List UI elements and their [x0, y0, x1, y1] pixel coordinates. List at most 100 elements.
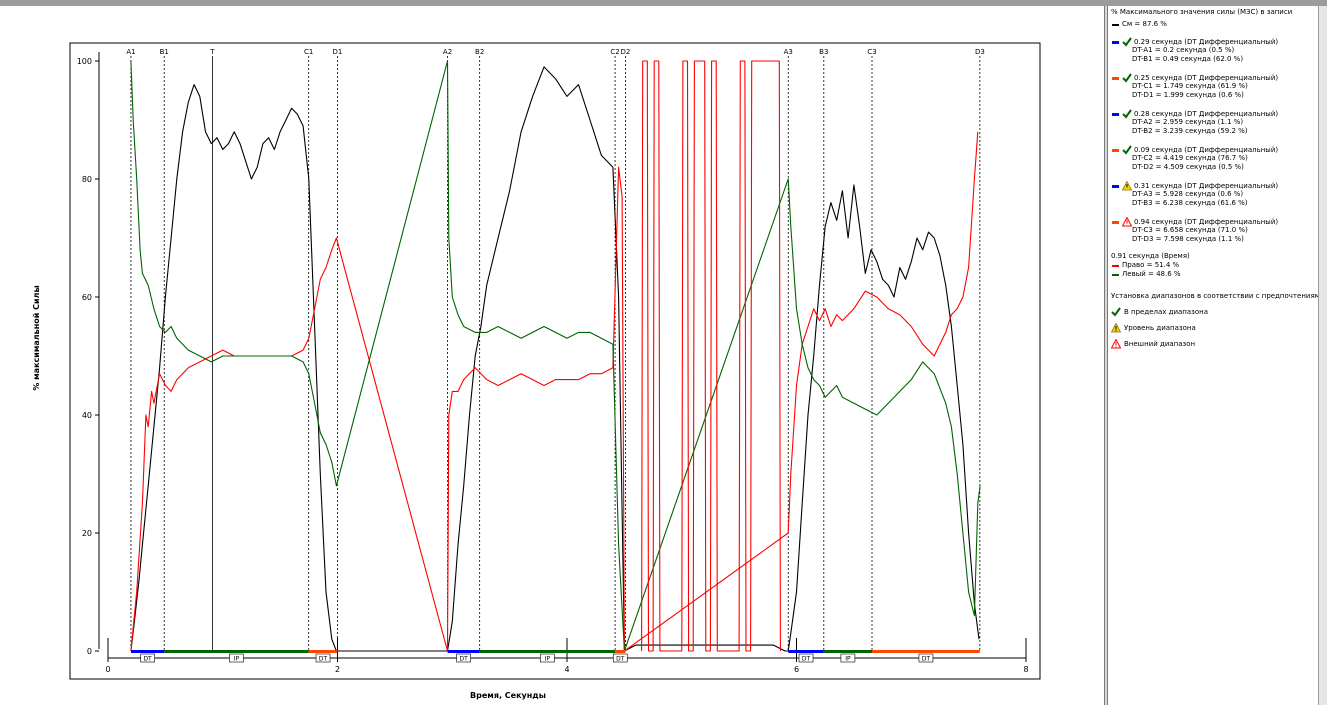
- series-line: [641, 60, 781, 652]
- legend-group-head: 0.09 секунда (DT Дифференциальный): [1134, 146, 1279, 154]
- phase-label: IP: [545, 656, 551, 663]
- legend-group-line: DT-B3 = 6.238 секунда (61.6 %): [1132, 199, 1248, 207]
- legend-title: % Максимального значения силы (МЗС) в за…: [1111, 8, 1293, 16]
- series-line: [130, 66, 980, 652]
- event-label: D2: [620, 48, 630, 56]
- legend-group-head: 0.28 секунда (DT Дифференциальный): [1134, 110, 1279, 118]
- legend-group-swatch: [1112, 41, 1119, 44]
- phase-label-box: [612, 653, 628, 663]
- event-label: C3: [867, 48, 876, 56]
- phase-label-box: [456, 653, 471, 663]
- phase-label-box: [918, 653, 934, 663]
- phase-bar: [823, 650, 873, 653]
- chart-panel: 0 20 40 60 80 100 0 2 4 6 8 A1 B1 T C1 D1 A2 B2 C2 D2 A3 B3…: [0, 6, 1104, 705]
- event-markers: A1 B1 T C1 D1 A2 B2 C2 D2 A3 B3 C3 D3: [126, 48, 985, 651]
- phase-label: DT: [616, 656, 625, 663]
- phase-label: IP: [845, 656, 851, 663]
- warning-icon: [1111, 323, 1121, 333]
- legend-group-line: DT-C1 = 1.749 секунда (61.9 %): [1132, 82, 1248, 90]
- legend-group-line: DT-C3 = 6.658 секунда (71.0 %): [1132, 226, 1248, 234]
- phase-label-box: [840, 653, 856, 663]
- event-label: T: [209, 48, 215, 56]
- legend-group-line: DT-D1 = 1.999 секунда (0.6 %): [1132, 91, 1244, 99]
- series-group: [130, 60, 981, 652]
- phase-label: DT: [922, 656, 931, 663]
- event-label: A1: [126, 48, 135, 56]
- phase-label: DT: [802, 656, 811, 663]
- check-icon: [1122, 37, 1132, 47]
- phase-label-box: [798, 653, 814, 663]
- legend-right-swatch: [1112, 265, 1119, 267]
- phase-label-box: [140, 653, 155, 663]
- warning-icon: [1122, 181, 1132, 191]
- legend-panel: % Максимального значения силы (МЗС) в за…: [1108, 6, 1318, 705]
- phase-label-box: [540, 653, 555, 663]
- legend-group-swatch: [1112, 149, 1119, 152]
- y-axis-label: % максимальной Силы: [32, 285, 41, 390]
- phase-bar: [615, 650, 626, 653]
- event-label: D1: [332, 48, 342, 56]
- legend-force-line: См = 87.6 %: [1122, 20, 1167, 28]
- legend-group-head: 0.25 секунда (DT Дифференциальный): [1134, 74, 1279, 82]
- x-tick-label: 4: [564, 665, 569, 674]
- legend-time-head: 0.91 секунда (Время): [1111, 252, 1190, 260]
- y-tick-label: 20: [82, 529, 92, 538]
- legend-group-swatch: [1112, 185, 1119, 188]
- legend-group-line: DT-D3 = 7.598 секунда (1.1 %): [1132, 235, 1244, 243]
- phase-bar: [479, 650, 616, 653]
- event-label: C2: [610, 48, 619, 56]
- legend-group-head: 0.29 секунда (DT Дифференциальный): [1134, 38, 1279, 46]
- check-icon: [1122, 73, 1132, 83]
- series-line: [130, 131, 979, 652]
- legend-left-line: Левый = 48.6 %: [1122, 270, 1181, 278]
- y-tick-label: 80: [82, 175, 92, 184]
- axes: [98, 52, 1026, 659]
- x-tick-label: 6: [794, 665, 799, 674]
- phase-label: DT: [459, 656, 468, 663]
- phase-label-box: [315, 653, 331, 663]
- x-tick-label: 0: [105, 665, 110, 674]
- series-line: [130, 60, 981, 652]
- legend-range-level: Уровень диапазона: [1124, 324, 1196, 332]
- legend-group-swatch: [1112, 221, 1119, 224]
- legend-group-head: 0.31 секунда (DT Дифференциальный): [1134, 182, 1279, 190]
- event-label: A3: [784, 48, 793, 56]
- event-label: C1: [304, 48, 313, 56]
- y-tick-label: 60: [82, 293, 92, 302]
- x-tick-label: 8: [1023, 665, 1028, 674]
- out-of-range-icon: [1122, 217, 1132, 227]
- plot-area-frame: [69, 42, 1041, 680]
- legend-ranges-title: Установка диапазонов в соответствии с пр…: [1111, 292, 1318, 300]
- legend-group-line: DT-A1 = 0.2 секунда (0.5 %): [1132, 46, 1235, 54]
- window-top-border: [0, 0, 1327, 6]
- check-icon: [1122, 109, 1132, 119]
- phase-bars: DT IP DT DT IP DT DT IP DT: [130, 650, 980, 663]
- y-tick-label: 40: [82, 411, 92, 420]
- legend-in-range: В пределах диапазона: [1124, 308, 1209, 316]
- y-tick-label: 0: [87, 647, 92, 656]
- phase-label: DT: [143, 656, 152, 663]
- panel-splitter[interactable]: [1104, 6, 1108, 705]
- legend-group-head: 0.94 секунда (DT Дифференциальный): [1134, 218, 1279, 226]
- event-label: A2: [443, 48, 452, 56]
- check-icon: [1111, 307, 1121, 317]
- x-ticks: 0 2 4 6 8: [105, 638, 1029, 674]
- legend-group-line: DT-A2 = 2.959 секунда (1.1 %): [1132, 118, 1244, 126]
- legend-scrollbar[interactable]: [1318, 6, 1327, 705]
- legend-right-line: Право = 51.4 %: [1122, 261, 1180, 269]
- event-label: D3: [975, 48, 985, 56]
- event-label: B1: [160, 48, 169, 56]
- legend-group-line: DT-A3 = 5.928 секунда (0.6 %): [1132, 190, 1244, 198]
- phase-label: IP: [234, 656, 240, 663]
- legend-left-swatch: [1112, 274, 1119, 276]
- x-tick-label: 2: [335, 665, 340, 674]
- phase-bar: [447, 650, 480, 653]
- legend-group-line: DT-D2 = 4.509 секунда (0.5 %): [1132, 163, 1244, 171]
- event-label: B3: [819, 48, 828, 56]
- phase-bar: [872, 650, 980, 653]
- phase-bar: [164, 650, 309, 653]
- legend-group-line: DT-B2 = 3.239 секунда (59.2 %): [1132, 127, 1248, 135]
- y-tick-label: 100: [77, 57, 92, 66]
- check-icon: [1122, 145, 1132, 155]
- legend-out-range: Внешний диапазон: [1124, 340, 1196, 348]
